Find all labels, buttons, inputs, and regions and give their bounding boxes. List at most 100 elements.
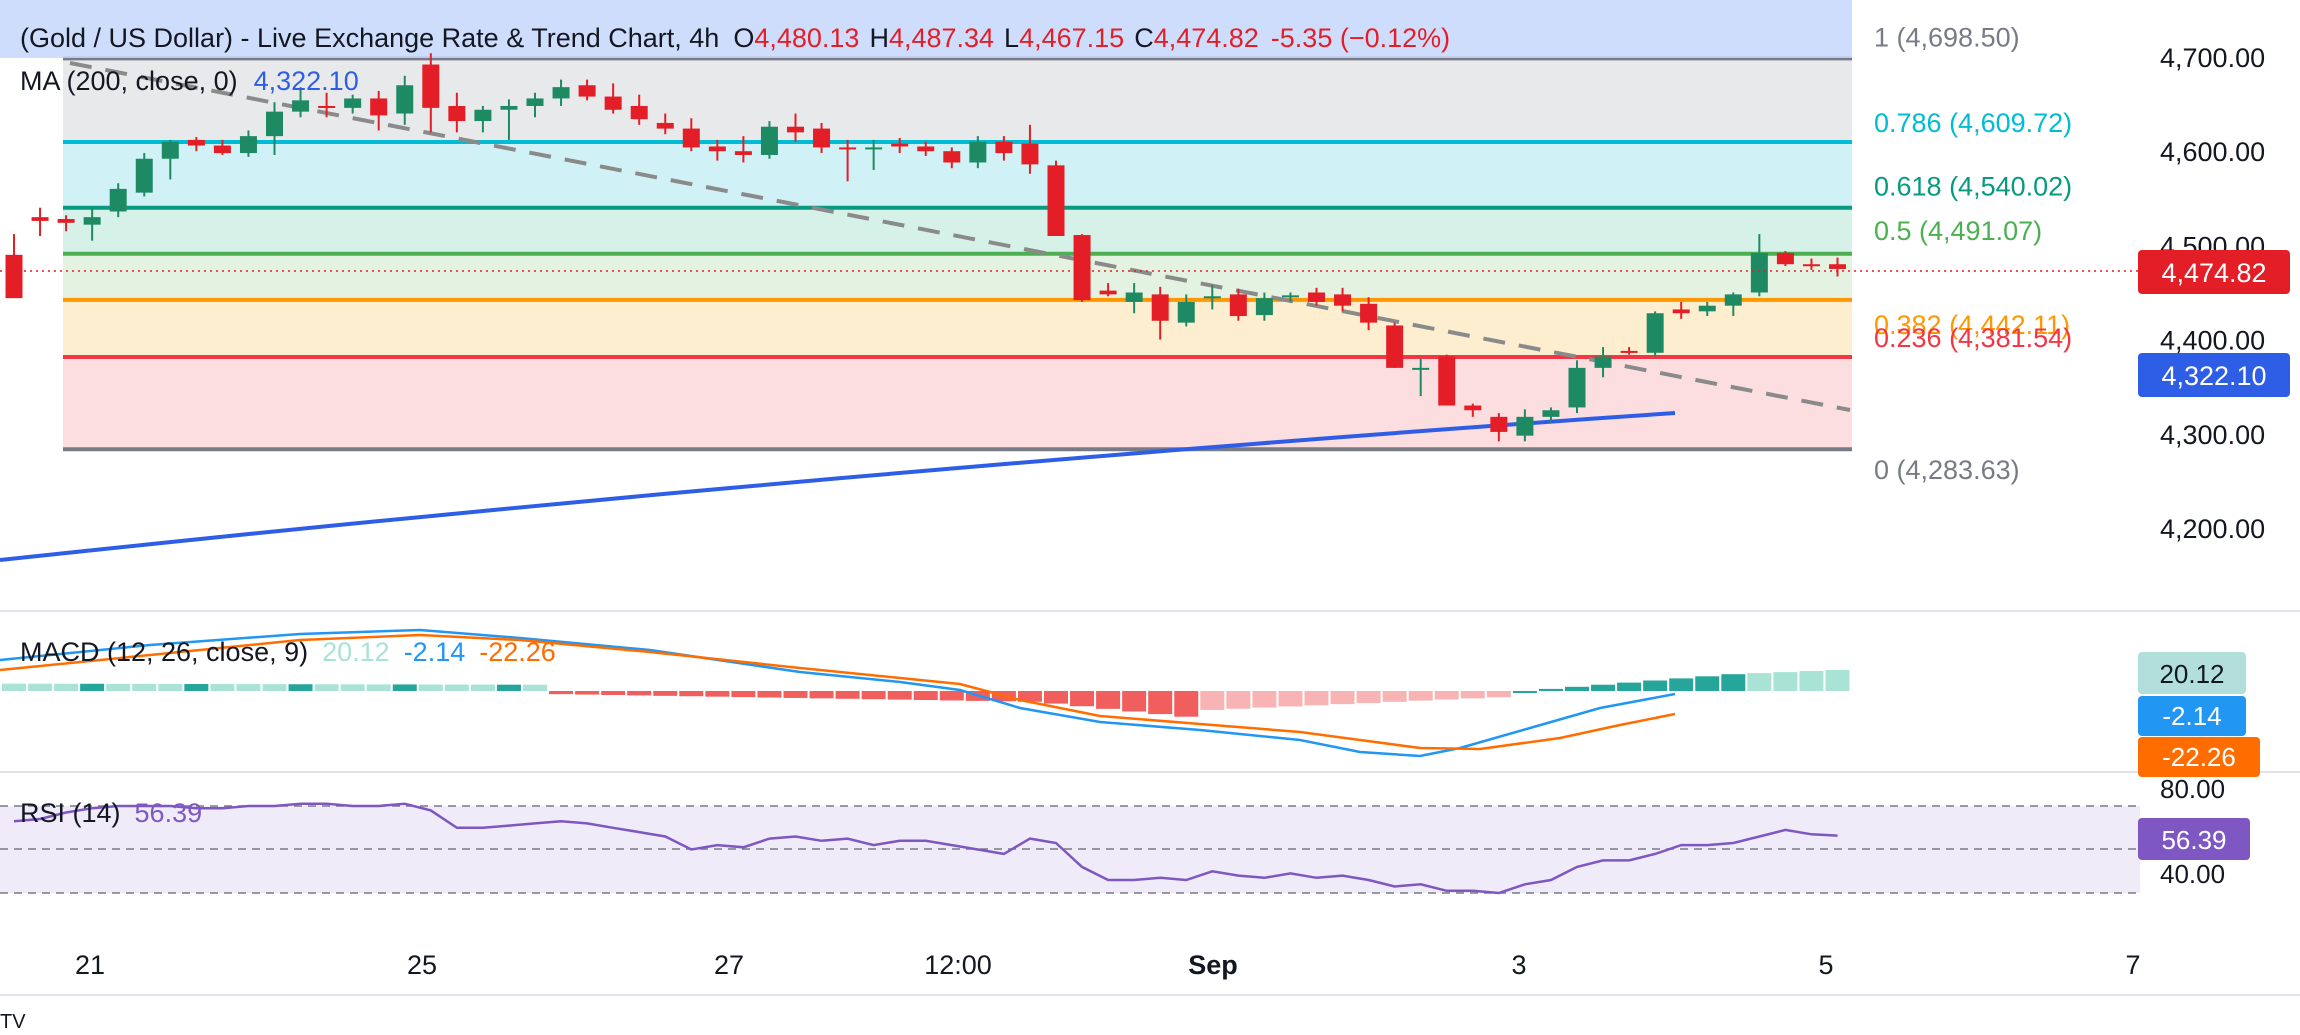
candle [109, 183, 127, 218]
macd-bar [210, 684, 235, 691]
last-price-label: 4,474.82 [2161, 258, 2266, 288]
macd-bar [80, 683, 105, 691]
time-tick: 21 [75, 950, 105, 980]
macd-bar [366, 684, 391, 691]
price-tick: 4,300.00 [2160, 420, 2265, 450]
candle-body [1047, 165, 1065, 236]
candle [292, 87, 310, 118]
fib-label-1: 1 (4,698.50) [1874, 22, 2020, 52]
price-axis: 4,700.004,600.004,500.004,400.004,300.00… [2160, 43, 2265, 544]
candle [839, 139, 857, 182]
candle [682, 118, 700, 152]
candle-body [1073, 235, 1091, 301]
candle [995, 136, 1013, 161]
candle-body [865, 147, 883, 150]
macd-bar [627, 691, 652, 696]
macd-bar [1356, 691, 1381, 703]
macd-bar [1226, 691, 1251, 709]
candle [500, 99, 518, 140]
macd-bar [1174, 691, 1199, 717]
candle-body [1360, 303, 1378, 323]
macd-bar [809, 691, 834, 699]
candle-body [526, 98, 544, 106]
price-tick: 4,400.00 [2160, 326, 2265, 356]
candle-body [1620, 350, 1638, 353]
candle-body [630, 105, 648, 120]
fib-zone-0.382 [63, 299, 1852, 357]
candle-body [266, 111, 283, 137]
candle-body [1281, 295, 1299, 298]
candle [578, 79, 596, 101]
candle-body [1802, 264, 1820, 267]
signal-value-badge-label: -22.26 [2162, 742, 2236, 772]
fib-label-0.236: 0.236 (4,381.54) [1874, 323, 2072, 353]
ma200-line [0, 411, 1676, 562]
candle [708, 139, 726, 161]
rsi-axis-80: 80.00 [2160, 774, 2225, 804]
candle-body [239, 136, 257, 154]
candle-body [161, 141, 179, 159]
candle [1255, 292, 1273, 321]
macd-bar [1669, 678, 1694, 691]
macd-bar [1825, 670, 1850, 691]
macd-bar [1434, 691, 1459, 700]
price-tick: 4,700.00 [2160, 43, 2265, 73]
macd-bar [314, 684, 339, 691]
time-tick: 5 [1818, 950, 1833, 980]
macd-bar [939, 691, 964, 701]
macd-bar [1617, 682, 1642, 691]
candle [1542, 407, 1560, 423]
candle-body [1151, 294, 1169, 321]
macd-bar [132, 683, 157, 691]
candle-body [422, 64, 440, 108]
macd-bar [340, 684, 365, 691]
time-tick: 3 [1511, 950, 1526, 980]
macd-bar [1773, 672, 1798, 691]
candle-body [344, 98, 362, 108]
last-price-badge: 4,474.82 [2138, 250, 2290, 294]
candle [1438, 354, 1456, 406]
candle-body [1672, 309, 1690, 314]
candle-body [474, 109, 492, 122]
candle-body [1438, 356, 1456, 406]
candle [1021, 124, 1039, 174]
candle-body [1646, 313, 1664, 353]
candle [1073, 234, 1091, 302]
candle [1099, 283, 1117, 297]
candle-body [5, 254, 23, 299]
macd-bar [653, 691, 678, 696]
macd-bar [835, 691, 860, 699]
macd-bar [1538, 688, 1563, 691]
candle [396, 75, 414, 125]
macd-bar [1070, 691, 1095, 707]
candle [917, 141, 935, 156]
candle-body [1698, 305, 1716, 312]
candle [1386, 322, 1404, 368]
candle-body [1386, 325, 1404, 368]
macd-bar [1486, 691, 1511, 698]
macd-bar [1408, 691, 1433, 701]
macd-bar [496, 684, 521, 691]
macd-bar [783, 691, 808, 698]
macd-bar [262, 684, 287, 691]
fib-label-0.382: 0.382 (4,442.11) [1874, 310, 2070, 340]
candle-body [1412, 367, 1430, 370]
candle [865, 139, 883, 171]
rsi-value-badge: 56.39 [2138, 818, 2250, 860]
candle-body [1724, 294, 1742, 306]
macd-bar [575, 691, 600, 695]
candle [187, 137, 205, 152]
candle [1229, 288, 1247, 321]
candle [1802, 258, 1820, 270]
header-highlight [0, 0, 1852, 58]
macd-bar [601, 691, 626, 695]
macd-bar [418, 684, 443, 691]
candle [630, 94, 648, 125]
macd-bar [1122, 691, 1147, 712]
candle [239, 130, 257, 157]
candle [604, 83, 622, 114]
macd-bar [705, 691, 730, 697]
candle [1203, 284, 1221, 310]
